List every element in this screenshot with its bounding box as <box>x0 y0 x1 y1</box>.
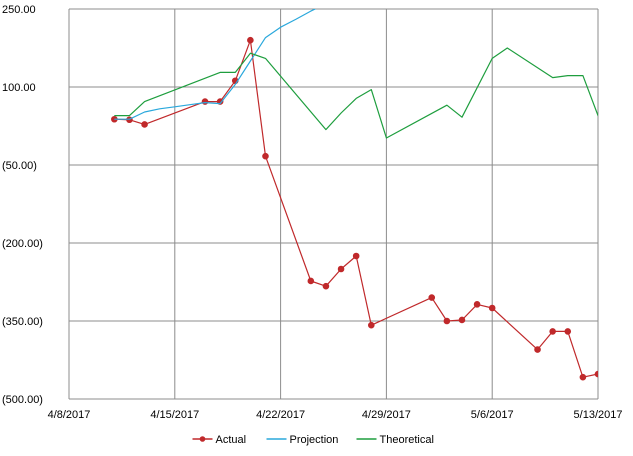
data-point-actual <box>473 301 481 308</box>
series-layer <box>111 9 598 381</box>
series-line-projection <box>114 9 317 120</box>
legend-item-actual: Actual <box>192 434 247 446</box>
data-point-actual <box>322 282 330 290</box>
x-tick-label: 5/13/2017 <box>574 409 623 421</box>
series-line-theoretical <box>114 47 598 139</box>
y-tick-label: (200.00) <box>2 238 43 250</box>
data-point-actual <box>579 373 587 381</box>
data-point-actual <box>458 316 466 324</box>
legend-item-projection: Projection <box>266 434 339 446</box>
x-tick-label: 4/8/2017 <box>48 409 91 421</box>
x-tick-label: 4/22/2017 <box>256 409 305 421</box>
legend-item-theoretical: Theoretical <box>356 434 434 446</box>
x-tick-label: 5/6/2017 <box>471 409 514 421</box>
y-tick-label: (350.00) <box>2 316 43 328</box>
data-point-actual <box>247 36 254 44</box>
y-tick-label: (500.00) <box>2 394 43 406</box>
data-point-actual <box>367 321 375 329</box>
data-point-actual <box>307 277 315 285</box>
gridlines <box>68 8 599 400</box>
x-tick-label: 4/29/2017 <box>362 409 411 421</box>
data-point-actual <box>262 152 269 160</box>
data-point-actual <box>428 294 436 301</box>
data-point-actual <box>564 328 572 335</box>
y-axis-tick-labels: (500.00) (350.00) (200.00) (50.00) 100.00 250… <box>2 4 43 406</box>
x-axis-tick-labels: 4/8/2017 4/15/2017 4/22/2017 4/29/2017 5/6/2… <box>48 409 623 421</box>
data-point-actual <box>337 265 345 273</box>
legend-label-actual: Actual <box>216 434 247 446</box>
x-tick-label: 4/15/2017 <box>150 409 199 421</box>
data-point-actual <box>201 98 209 105</box>
data-point-actual <box>443 317 451 325</box>
data-point-actual <box>549 328 556 335</box>
data-point-actual <box>352 252 360 260</box>
y-tick-label: 250.00 <box>2 4 36 16</box>
y-tick-label: (50.00) <box>2 160 37 172</box>
data-point-actual <box>488 304 496 312</box>
data-point-actual <box>534 346 541 353</box>
y-tick-label: 100.00 <box>2 82 36 94</box>
legend-marker-actual <box>199 436 206 442</box>
data-point-actual <box>594 370 598 378</box>
data-point-actual <box>141 121 148 128</box>
legend-label-projection: Projection <box>290 434 339 446</box>
legend-label-theoretical: Theoretical <box>380 434 434 446</box>
legend: Actual Projection Theoretical <box>192 434 434 446</box>
